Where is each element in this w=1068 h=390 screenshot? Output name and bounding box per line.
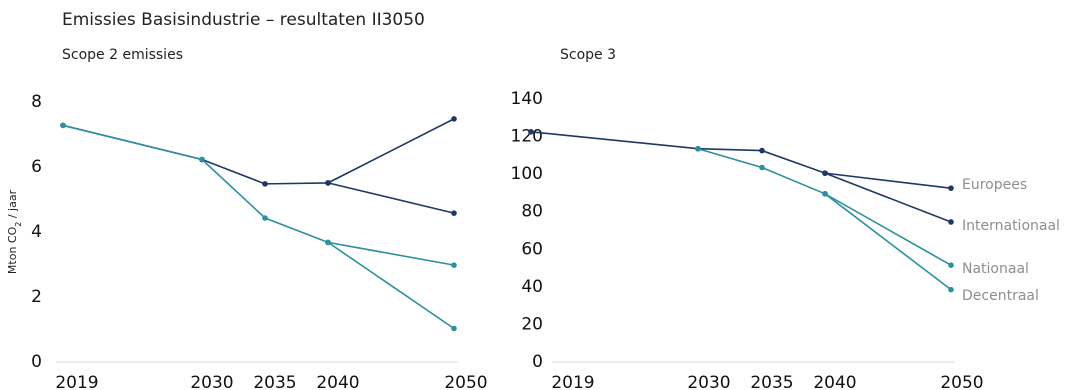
data-point bbox=[60, 122, 66, 129]
y-tick-label: 0 bbox=[31, 352, 42, 372]
chart-title: Emissies Basisindustrie – resultaten II3… bbox=[62, 10, 425, 30]
x-tick-label: 2019 bbox=[551, 373, 594, 390]
legend-label-nationaal: Nationaal bbox=[962, 261, 1029, 277]
series-line-0-3 bbox=[327, 241, 455, 330]
x-tick-label: 2050 bbox=[940, 373, 983, 390]
data-point bbox=[262, 215, 268, 221]
y-tick-label: 140 bbox=[511, 89, 543, 109]
legend-label-internationaal: Internationaal bbox=[962, 218, 1060, 234]
x-tick-label: 2030 bbox=[190, 373, 233, 390]
x-tick-label: 2030 bbox=[687, 373, 730, 390]
data-point bbox=[451, 325, 457, 332]
data-point bbox=[528, 129, 534, 135]
data-point bbox=[451, 262, 457, 268]
y-tick-label: 8 bbox=[31, 92, 42, 112]
y-tick-label: 6 bbox=[31, 157, 42, 177]
y-tick-label: 100 bbox=[511, 164, 543, 184]
series-line-1-2 bbox=[697, 147, 952, 266]
x-tick-label: 2035 bbox=[253, 373, 296, 390]
y-tick-label: 120 bbox=[511, 127, 543, 147]
data-point bbox=[451, 210, 457, 216]
x-tick-label: 2040 bbox=[813, 373, 856, 390]
data-point bbox=[695, 145, 701, 152]
left-panel-subtitle: Scope 2 emissies bbox=[62, 47, 183, 63]
data-point bbox=[759, 147, 765, 154]
data-point bbox=[199, 156, 205, 163]
series-line-0-1 bbox=[327, 182, 455, 214]
data-point bbox=[948, 185, 954, 191]
data-point bbox=[822, 191, 828, 197]
y-axis-label: Mton CO2 / jaar bbox=[6, 189, 23, 274]
x-tick-label: 2035 bbox=[750, 373, 793, 390]
data-point bbox=[759, 164, 765, 171]
data-point bbox=[948, 219, 954, 225]
x-tick-label: 2019 bbox=[55, 373, 98, 390]
y-tick-label: 60 bbox=[521, 239, 543, 259]
data-point bbox=[325, 239, 331, 246]
series-line-0-2 bbox=[62, 124, 455, 266]
data-point bbox=[822, 170, 828, 176]
legend-label-decentraal: Decentraal bbox=[962, 288, 1039, 304]
data-point bbox=[451, 116, 457, 122]
y-tick-label: 0 bbox=[532, 352, 543, 372]
y-tick-label: 4 bbox=[31, 222, 42, 242]
x-tick-label: 2040 bbox=[316, 373, 359, 390]
right-panel-subtitle: Scope 3 bbox=[560, 47, 617, 63]
series-line-1-0 bbox=[530, 131, 952, 189]
x-tick-label: 2050 bbox=[444, 373, 487, 390]
y-tick-label: 20 bbox=[521, 314, 543, 334]
series-line-1-3 bbox=[824, 193, 952, 291]
legend-label-europees: Europees bbox=[962, 177, 1027, 193]
y-tick-label: 80 bbox=[521, 202, 543, 222]
data-point bbox=[948, 286, 954, 293]
data-point bbox=[262, 181, 268, 187]
y-tick-label: 40 bbox=[521, 277, 543, 297]
data-point bbox=[325, 180, 331, 186]
y-tick-label: 2 bbox=[31, 287, 42, 307]
series-line-1-1 bbox=[824, 172, 952, 223]
series-line-0-0 bbox=[62, 118, 455, 185]
data-point bbox=[948, 262, 954, 268]
